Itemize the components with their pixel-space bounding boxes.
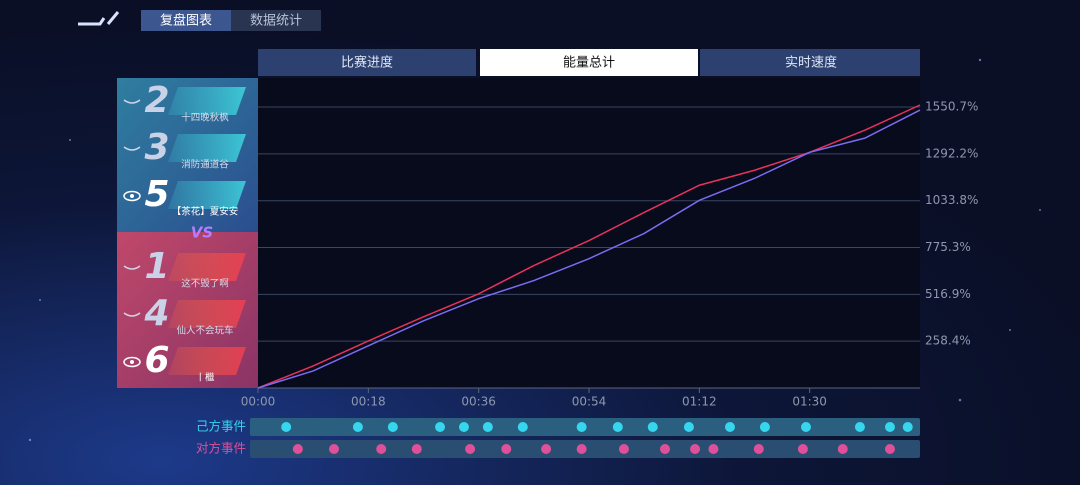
stars [28,58,1041,442]
event-dot[interactable] [387,422,398,432]
car-card [168,300,246,328]
car-card [168,253,246,281]
player-rank: 4 [143,293,169,334]
event-dot[interactable] [647,422,658,432]
y-tick-label: 775.3% [925,240,971,254]
event-label: 己方事件 [196,419,246,434]
car-card [168,181,246,209]
player-name: 消防通道谷 [181,159,229,171]
event-dot[interactable] [352,422,363,432]
chart-tab[interactable] [258,49,476,76]
event-dot[interactable] [482,422,493,432]
event-dot[interactable] [660,444,671,454]
event-dot[interactable] [517,422,528,432]
y-tick-label: 516.9% [925,287,971,301]
logo [78,11,120,26]
event-dot[interactable] [576,444,587,454]
eye-icon[interactable] [123,190,141,202]
event-dot[interactable] [683,422,694,432]
event-dot[interactable] [576,422,587,432]
player-name: 这不毁了啊 [181,278,229,290]
event-dot[interactable] [854,422,865,432]
event-dot[interactable] [329,444,340,454]
event-dot[interactable] [458,422,469,432]
event-dot[interactable] [800,422,811,432]
event-dot[interactable] [618,444,629,454]
tab-active[interactable] [141,10,231,31]
player-rank: 3 [144,127,169,168]
energy-line [257,109,921,389]
event-dot[interactable] [797,444,808,454]
tab-label[interactable]: 数据统计 [250,14,302,29]
event-dot[interactable] [435,422,446,432]
tab-label[interactable]: 复盘图表 [160,13,212,29]
event-dot[interactable] [837,444,848,454]
x-tick-label: 00:36 [461,395,496,409]
car-card [168,87,246,115]
x-tick-label: 01:12 [682,395,717,409]
event-dot[interactable] [292,444,303,454]
y-tick-label: 1550.7% [925,100,978,114]
event-dot[interactable] [708,444,719,454]
event-dot[interactable] [281,422,292,432]
event-dot[interactable] [501,444,512,454]
eye-closed-icon[interactable] [123,265,141,270]
y-tick-label: 258.4% [925,334,971,348]
event-dot[interactable] [724,422,735,432]
x-tick-label: 01:30 [792,395,827,409]
tab[interactable] [231,10,321,31]
eye-closed-icon[interactable] [123,146,141,151]
chart-tab-active[interactable] [480,49,698,76]
eye-pupil [130,360,134,364]
event-label: 对方事件 [196,441,246,456]
event-dot[interactable] [612,422,623,432]
player-rank: 5 [144,174,169,215]
chart-tab-label[interactable]: 比赛进度 [341,55,393,71]
y-tick-label: 1292.2% [925,146,978,160]
player-name: 丨檵 [195,372,215,384]
event-dot[interactable] [884,422,895,432]
player-name: 【茶花】夏安安 [172,206,239,218]
player-name: 十四晚秋枫 [181,112,229,124]
player-rank: 1 [144,246,169,287]
player-name: 仙人不会玩车 [176,325,233,337]
x-tick-label: 00:00 [241,395,276,409]
eye-pupil [130,194,134,198]
event-dot[interactable] [465,444,476,454]
event-dot[interactable] [884,444,895,454]
eye-closed-icon[interactable] [123,312,141,317]
event-dot[interactable] [541,444,552,454]
event-dot[interactable] [376,444,387,454]
chart-tab-label[interactable]: 实时速度 [785,55,837,71]
y-tick-label: 1033.8% [925,193,978,207]
car-card [168,134,246,162]
player-rank: 2 [144,80,169,121]
event-dot[interactable] [902,422,913,432]
chart-tab-label[interactable]: 能量总计 [563,56,615,71]
event-dot[interactable] [411,444,422,454]
car-card [168,347,246,375]
player-rank: 6 [144,340,169,381]
eye-icon[interactable] [123,356,141,368]
event-dot[interactable] [690,444,701,454]
event-dot[interactable] [753,444,764,454]
x-tick-label: 00:54 [572,395,607,409]
eye-closed-icon[interactable] [123,99,141,104]
chart-tab[interactable] [700,49,920,76]
plot-area [258,78,920,388]
event-dot[interactable] [759,422,770,432]
versus: VS [191,224,213,242]
x-tick-label: 00:18 [351,395,386,409]
